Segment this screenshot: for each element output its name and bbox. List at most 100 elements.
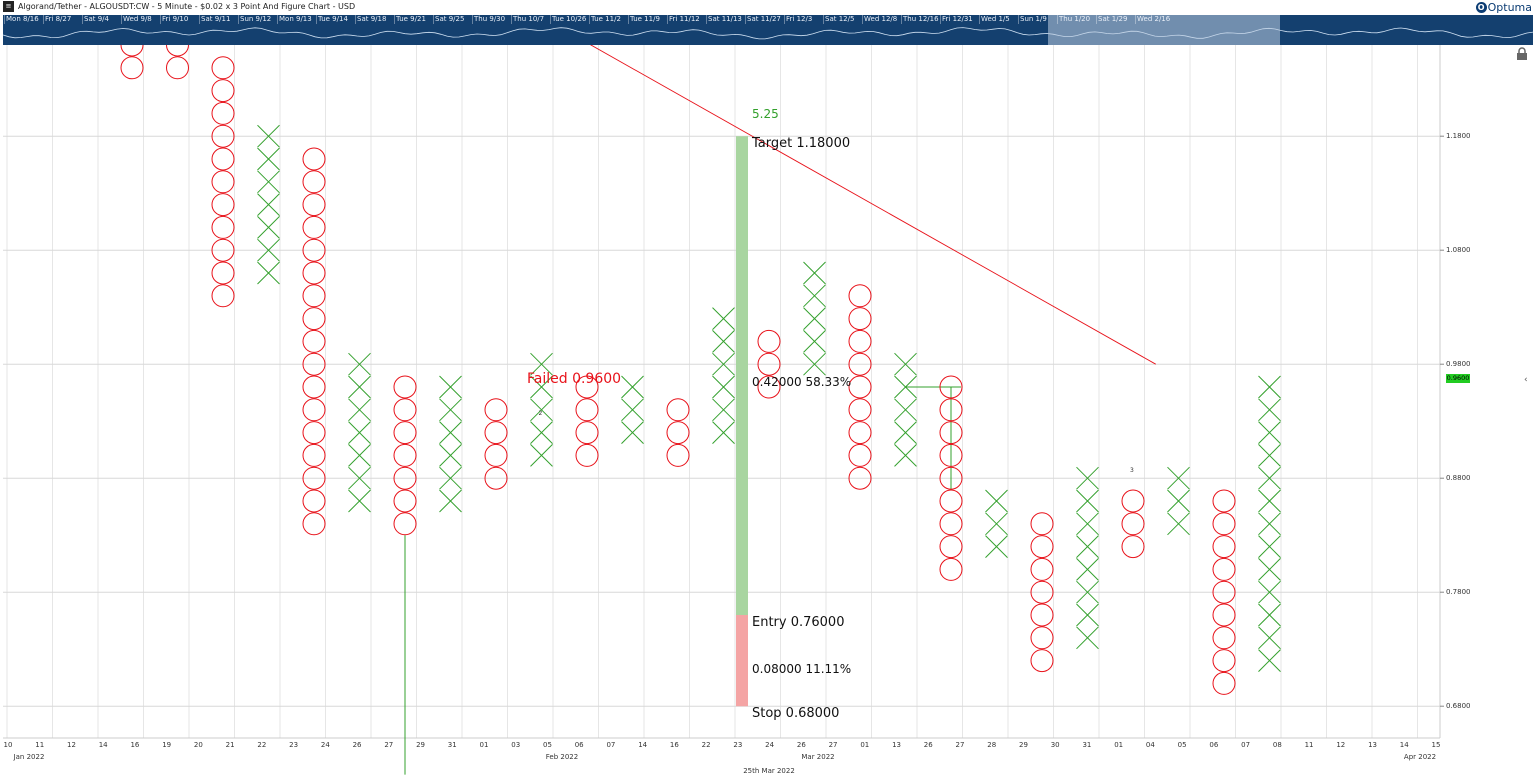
x-mark <box>985 512 1008 536</box>
x-mark <box>1258 398 1281 422</box>
y-tick-label: 1.0800 <box>1446 246 1471 255</box>
navigator-date-label: Tue 11/9 <box>628 15 660 24</box>
x-tick-label: 14 <box>638 741 648 749</box>
x-mark <box>1167 512 1190 536</box>
box-count-label: 2 <box>538 409 543 417</box>
x-tick-label: 06 <box>574 741 584 749</box>
x-mark <box>803 330 826 353</box>
navigator-line <box>3 27 1533 40</box>
o-mark <box>302 398 326 422</box>
o-mark <box>393 466 417 490</box>
o-mark <box>757 352 781 376</box>
x-tick-label: 31 <box>1082 741 1092 749</box>
o-mark <box>302 170 326 194</box>
o-mark <box>484 466 508 490</box>
x-mark <box>257 238 280 262</box>
o-mark <box>575 398 599 422</box>
o-mark <box>939 557 963 581</box>
x-mark <box>257 124 280 148</box>
x-tick-label: 22 <box>257 741 267 749</box>
optuma-logo-icon: O <box>1475 2 1487 13</box>
x-tick-label: 07 <box>1241 741 1251 749</box>
navigator-date-label: Tue 10/26 <box>550 15 587 24</box>
reward-label: 0.42000 58.33% <box>752 375 852 390</box>
x-mark <box>257 216 280 239</box>
x-tick-label: 24 <box>320 741 330 749</box>
x-mark <box>348 421 371 444</box>
x-mark <box>530 398 553 422</box>
o-mark <box>302 284 326 308</box>
o-mark <box>1030 557 1054 581</box>
y-tick-label: 0.6800 <box>1446 702 1471 711</box>
y-tick-label: 0.7800 <box>1446 588 1471 597</box>
o-mark <box>393 375 417 399</box>
x-mark <box>712 307 735 330</box>
optuma-logo: O Optuma <box>1475 0 1532 15</box>
chevron-left-icon[interactable]: ‹ <box>1524 375 1528 385</box>
x-mark <box>1076 535 1099 558</box>
navigator-strip[interactable]: Mon 8/16 Fri 8/27 Sat 9/4 Wed 9/8 Fri 9/10 Sa… <box>3 15 1533 45</box>
x-tick-label: 23 <box>289 741 299 749</box>
navigator-date-label: Fri 12/3 <box>784 15 813 24</box>
x-mark <box>1076 626 1099 650</box>
x-tick-label: 13 <box>892 741 901 749</box>
navigator-date-label: Fri 8/27 <box>43 15 72 24</box>
stop-zone <box>736 615 748 707</box>
x-mark <box>621 375 644 399</box>
o-mark <box>1212 535 1236 559</box>
x-mark <box>1076 603 1099 627</box>
navigator-date-label: Mon 9/13 <box>277 15 312 24</box>
o-mark <box>666 398 690 422</box>
navigator-date-label: Sat 9/11 <box>199 15 231 24</box>
o-mark <box>211 79 235 103</box>
x-mark <box>348 398 371 422</box>
x-tick-label: 12 <box>66 741 76 749</box>
lock-icon[interactable] <box>1516 47 1528 61</box>
o-mark <box>1212 649 1236 673</box>
x-tick-label: 29 <box>416 741 425 749</box>
chart-area[interactable]: 1.1800 1.0800 0.9800 0.8800 0.7800 0.6800 0.9… <box>0 45 1536 783</box>
x-tick-label: 27 <box>955 741 965 749</box>
o-mark <box>1030 649 1054 673</box>
menu-icon[interactable]: ≡ <box>3 1 14 12</box>
trendline-layer <box>404 45 1156 775</box>
o-mark <box>484 443 508 467</box>
x-mark <box>803 352 826 376</box>
o-mark <box>1121 512 1145 536</box>
o-mark <box>393 512 417 536</box>
x-mark <box>1258 444 1281 467</box>
navigator-date-label: Mon 8/16 <box>4 15 39 24</box>
x-tick-label: 22 <box>701 741 711 749</box>
o-mark <box>211 147 235 171</box>
navigator-date-label: Wed 1/5 <box>979 15 1010 24</box>
failed-label: Failed 0.9600 <box>527 371 622 387</box>
o-mark <box>939 421 963 445</box>
x-mark <box>257 193 280 216</box>
o-mark <box>393 489 417 513</box>
o-mark <box>848 421 872 445</box>
x-tick-label: 27 <box>828 741 838 749</box>
o-mark <box>757 329 781 353</box>
x-mark <box>439 421 462 444</box>
x-mark <box>1258 466 1281 490</box>
x-mark <box>712 352 735 376</box>
o-mark <box>302 261 326 285</box>
x-tick-label: 15 <box>1431 741 1441 749</box>
x-mark <box>712 421 735 444</box>
navigator-window[interactable] <box>1048 15 1280 45</box>
logo-text: Optuma <box>1487 1 1532 14</box>
navigator-date-label: Wed 9/8 <box>121 15 152 24</box>
o-mark <box>939 375 963 399</box>
target-count-label: 5.25 <box>752 107 779 122</box>
x-tick-label: 29 <box>1018 741 1028 749</box>
o-mark <box>302 352 326 376</box>
navigator-date-label: Tue 9/21 <box>394 15 426 24</box>
x-tick-label: 01 <box>479 741 489 749</box>
navigator-date-label: Sat 9/4 <box>82 15 109 24</box>
current-date-label: 25th Mar 2022 <box>743 767 795 775</box>
x-mark <box>439 466 462 490</box>
y-tick-label: 0.9800 <box>1446 360 1471 369</box>
o-mark <box>666 443 690 467</box>
navigator-date-label: Sat 11/13 <box>706 15 742 24</box>
x-tick-label: 06 <box>1209 741 1219 749</box>
